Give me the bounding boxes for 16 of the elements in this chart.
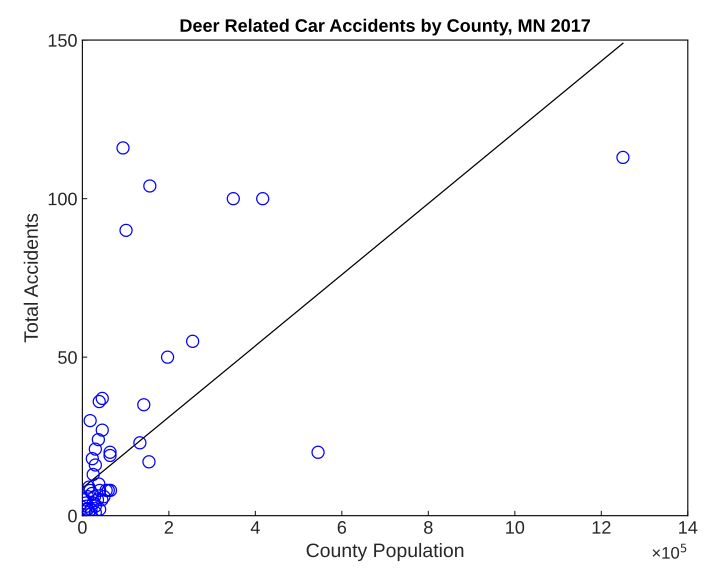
x-tick-label: 8	[424, 521, 433, 534]
y-tick-label: 50	[58, 351, 77, 364]
x-tick-label: 4	[250, 521, 260, 534]
x-tick-label: 12	[592, 521, 610, 534]
chart-title: Deer Related Car Accidents by County, MN 2017	[180, 18, 590, 36]
x-axis-title: County Population	[306, 542, 464, 562]
x-tick-label: 14	[679, 521, 698, 534]
x-tick-label: 0	[78, 521, 87, 534]
text: ×10$^{5}$	[652, 544, 686, 559]
x-tick-label: 2	[164, 521, 173, 534]
x-tick-label: 10	[506, 521, 524, 534]
y-tick-label: 100	[48, 192, 77, 206]
y-tick-label: 0	[68, 510, 77, 522]
x-tick-label: 6	[338, 521, 346, 534]
y-tick-label: 150	[48, 34, 77, 47]
y-axis-title: Total Accidents	[24, 214, 38, 342]
